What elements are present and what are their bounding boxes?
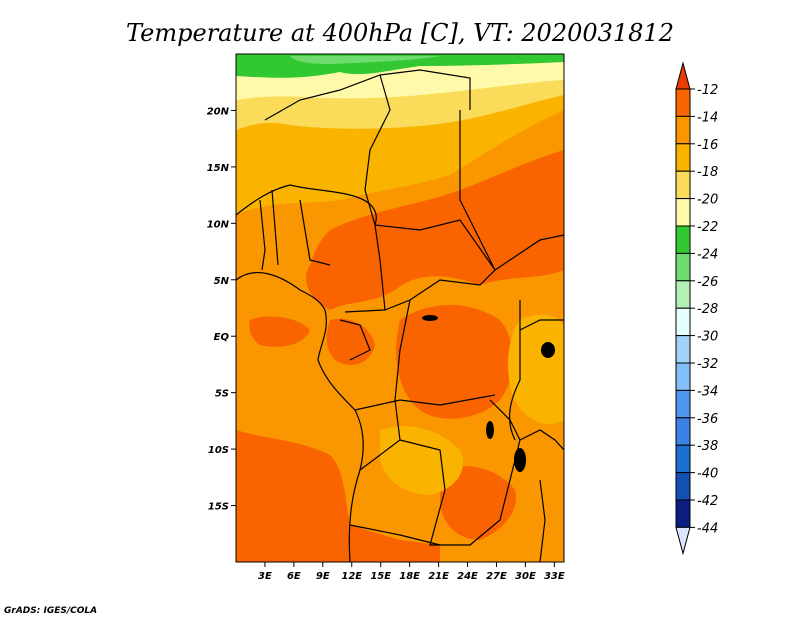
colorbar-swatch	[675, 389, 691, 419]
x-tick-label: 18E	[399, 571, 420, 582]
x-axis-ticks: 3E 6E 9E 12E 15E 18E 21E 24E 27E 30E 33E	[258, 562, 565, 582]
colorbar-label: -12	[697, 83, 718, 98]
colorbar-swatch	[675, 444, 691, 474]
colorbar-swatch	[675, 170, 691, 200]
map-frame	[235, 53, 565, 563]
colorbar-swatch	[675, 472, 691, 501]
band-minus-14-southwest	[236, 430, 440, 562]
lakes	[422, 315, 555, 472]
temperature-field	[236, 54, 564, 562]
colorbar: -12 -14 -16 -18 -20 -22 -24 -26 -28 -30 -32 -34 -36 -…	[675, 61, 718, 556]
band-minus-16-east	[508, 314, 564, 424]
colorbar-label: -32	[697, 357, 718, 372]
y-tick-label: 10S	[208, 445, 229, 456]
y-axis-ticks: 20N 15N 10N 5N EQ 5S 10S 15S	[207, 106, 236, 513]
colorbar-swatch	[675, 307, 691, 337]
colorbar-label: -38	[697, 439, 718, 454]
x-tick-label: 24E	[457, 571, 478, 582]
chart-title: Temperature at 400hPa [C], VT: 202003181…	[126, 19, 674, 47]
x-tick-label: 21E	[428, 571, 449, 582]
band-minus-14-west	[249, 316, 310, 347]
y-tick-label: 15N	[207, 163, 230, 174]
band-minus-14-congo	[396, 305, 514, 419]
colorbar-swatch	[675, 362, 691, 391]
band-minus-16-south	[380, 426, 464, 495]
colorbar-label: -14	[697, 110, 718, 125]
x-tick-label: 12E	[341, 571, 362, 582]
x-tick-label: 3E	[258, 571, 272, 582]
y-tick-label: 5N	[214, 276, 230, 287]
colorbar-swatch	[675, 225, 691, 254]
colorbar-label: -16	[697, 138, 718, 153]
y-tick-label: 15S	[208, 502, 229, 513]
colorbar-label: -40	[697, 467, 718, 482]
colorbar-label: -44	[697, 521, 718, 536]
band-minus-14-central	[306, 150, 564, 310]
x-tick-label: 30E	[515, 571, 536, 582]
y-tick-label: 10N	[207, 219, 230, 230]
colorbar-cap-bottom	[675, 526, 691, 556]
band-minus-24-light	[290, 56, 440, 64]
y-tick-label: 20N	[207, 106, 230, 117]
colorbar-swatch	[675, 198, 691, 227]
band-minus-14-zambia	[440, 466, 516, 540]
colorbar-label: -20	[697, 193, 718, 208]
x-tick-label: 27E	[486, 571, 507, 582]
colorbar-swatch	[675, 280, 691, 309]
colorbar-swatch	[675, 335, 691, 364]
x-tick-label: 15E	[370, 571, 391, 582]
y-tick-label: EQ	[214, 332, 230, 343]
colorbar-label: -30	[697, 330, 718, 345]
colorbar-cap-top	[675, 61, 691, 90]
colorbar-swatch	[675, 143, 691, 172]
colorbar-label: -26	[697, 275, 718, 290]
colorbar-label: -36	[697, 412, 718, 427]
colorbar-label: -22	[697, 220, 718, 235]
colorbar-label: -42	[697, 494, 718, 509]
colorbar-swatch	[675, 115, 691, 145]
colorbar-label: -18	[697, 165, 718, 180]
x-tick-label: 33E	[544, 571, 565, 582]
colorbar-label: -34	[697, 384, 718, 399]
colorbar-swatch	[675, 252, 691, 282]
colorbar-swatch	[675, 499, 691, 528]
colorbar-swatch	[675, 417, 691, 446]
colorbar-swatch	[675, 88, 691, 117]
x-tick-label: 6E	[287, 571, 301, 582]
colorbar-label: -24	[697, 247, 718, 262]
country-borders	[236, 69, 564, 562]
x-tick-label: 9E	[316, 571, 330, 582]
credit-text: GrADS: IGES/COLA	[4, 606, 97, 616]
y-tick-label: 5S	[215, 389, 229, 400]
colorbar-label: -28	[697, 302, 718, 317]
